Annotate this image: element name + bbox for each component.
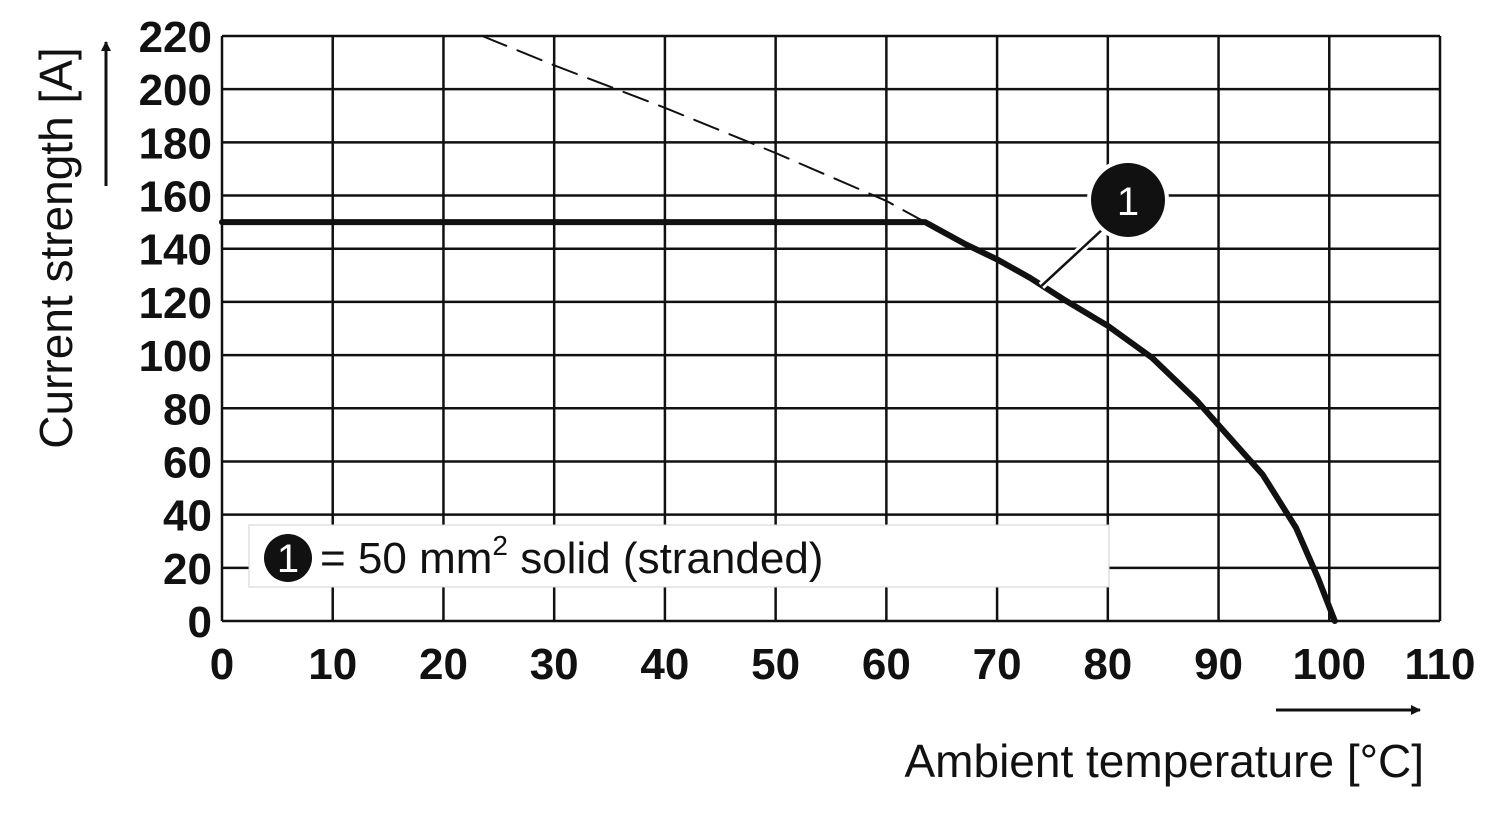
legend-text: = 50 mm2 solid (stranded) [320, 530, 823, 583]
legend-marker-label: 1 [277, 537, 299, 581]
y-tick-label: 80 [163, 385, 212, 434]
x-tick-label: 20 [419, 640, 468, 689]
x-tick-label: 70 [973, 640, 1022, 689]
legend-text-before: = 50 mm [320, 534, 492, 583]
y-tick-label: 100 [139, 332, 212, 381]
x-tick-label: 40 [640, 640, 689, 689]
x-tick-label: 90 [1194, 640, 1243, 689]
legend-marker-circle [264, 534, 312, 582]
tick-labels: 0 10 20 30 40 50 60 70 80 90 100 110020406080100120… [139, 13, 1476, 689]
y-tick-label: 120 [139, 279, 212, 328]
y-tick-label: 220 [139, 13, 212, 62]
y-tick-label: 140 [139, 226, 212, 275]
y-tick-label: 180 [139, 119, 212, 168]
legend-box [248, 524, 1110, 588]
x-tick-label: 0 [210, 640, 234, 689]
y-tick-label: 200 [139, 66, 212, 115]
x-tick-label: 10 [308, 640, 357, 689]
x-tick-label: 30 [530, 640, 579, 689]
x-tick-label: 50 [751, 640, 800, 689]
legend: 1 = 50 mm2 solid (stranded) [248, 524, 1110, 588]
axis-titles: Current strength [A] Ambient temperature… [30, 41, 1425, 787]
series [219, 35, 1338, 624]
x-tick-label: 60 [862, 640, 911, 689]
y-tick-label: 40 [163, 492, 212, 541]
legend-text-after: solid (stranded) [508, 534, 823, 583]
x-tick-label: 80 [1083, 640, 1132, 689]
callout: 1 [1038, 159, 1169, 289]
callout-label: 1 [1117, 180, 1139, 224]
callout-leader [1040, 227, 1105, 287]
x-tick-label: 110 [1405, 640, 1476, 689]
series-line-1 [219, 219, 1338, 624]
x-axis-title: Ambient temperature [°C] [905, 735, 1425, 787]
series-dashed-extension [481, 35, 927, 224]
x-tick-label: 100 [1293, 640, 1366, 689]
legend-superscript: 2 [492, 530, 508, 561]
callout-circle [1091, 163, 1165, 237]
y-tick-label: 20 [163, 545, 212, 594]
y-tick-label: 60 [163, 438, 212, 487]
y-tick-label: 160 [139, 173, 212, 222]
y-axis-title: Current strength [A] [30, 47, 82, 448]
y-tick-label: 0 [188, 598, 212, 647]
